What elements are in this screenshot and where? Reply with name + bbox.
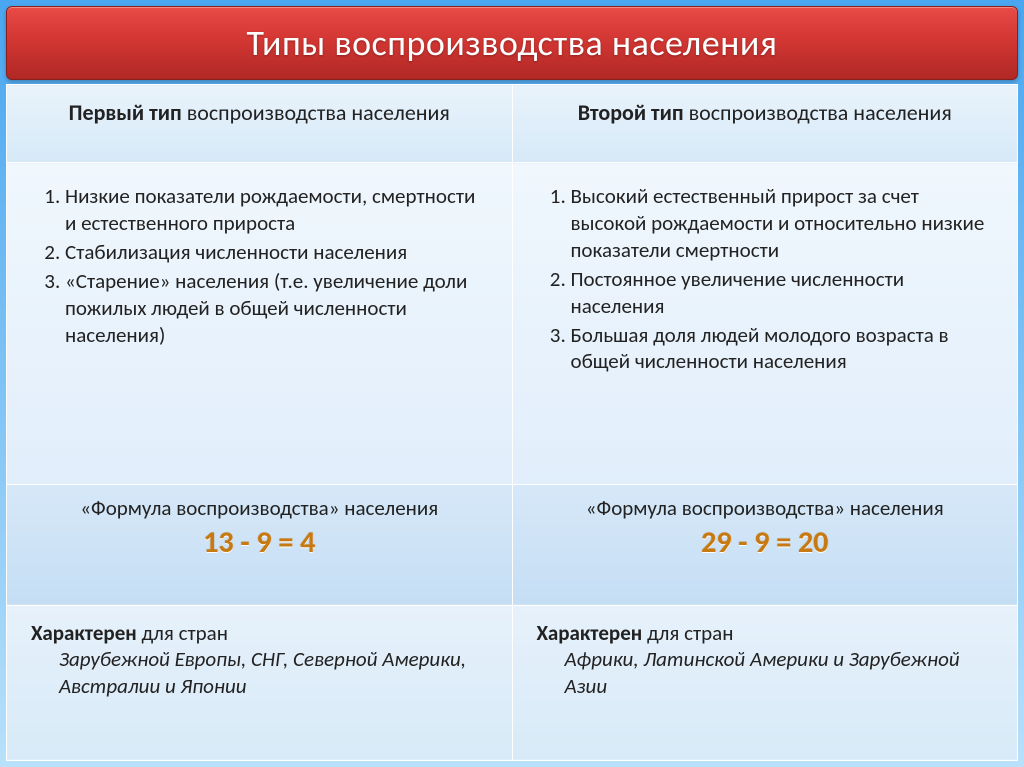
list-item: «Старение» населения (т.е. увеличение до… [65, 268, 488, 349]
list-item: Постоянное увеличение численности населе… [571, 266, 994, 320]
comparison-table: Первый тип воспроизводства населения Вто… [6, 84, 1018, 761]
col1-header-rest: воспроизводства населения [182, 99, 450, 126]
col2-header-rest: воспроизводства населения [684, 99, 952, 126]
col1-formula-label: «Формула воспроизводства» населения [27, 495, 492, 522]
col2-region-lead: Характерен [537, 620, 643, 646]
formula-row: «Формула воспроизводства» населения 13 -… [7, 484, 1018, 605]
list-item: Стабилизация численности населения [65, 239, 488, 266]
col1-formula-equation: 13 - 9 = 4 [27, 524, 492, 562]
col1-formula-cell: «Формула воспроизводства» населения 13 -… [7, 484, 513, 605]
col1-features-list: Низкие показатели рождаемости, смертност… [31, 183, 488, 348]
list-item: Большая доля людей молодого возраста в о… [571, 322, 994, 376]
col1-region-cell: Характерен для стран Зарубежной Европы, … [7, 605, 513, 760]
col2-header-cell: Второй тип воспроизводства населения [512, 85, 1018, 163]
col2-header-strong: Второй тип [578, 99, 684, 126]
col2-features-list: Высокий естественный прирост за счет выс… [537, 183, 994, 375]
list-item: Низкие показатели рождаемости, смертност… [65, 183, 488, 237]
col1-header-strong: Первый тип [69, 99, 182, 126]
col1-region-lead: Характерен [31, 620, 137, 646]
col1-features-cell: Низкие показатели рождаемости, смертност… [7, 163, 513, 485]
slide-container: Типы воспроизводства населения Первый ти… [0, 0, 1024, 767]
features-row: Низкие показатели рождаемости, смертност… [7, 163, 1018, 485]
region-row: Характерен для стран Зарубежной Европы, … [7, 605, 1018, 760]
col2-region-cell: Характерен для стран Африки, Латинской А… [512, 605, 1018, 760]
col2-features-cell: Высокий естественный прирост за счет выс… [512, 163, 1018, 485]
col2-region-rest: для стран [642, 620, 733, 646]
table-header-row: Первый тип воспроизводства населения Вто… [7, 85, 1018, 163]
slide-title: Типы воспроизводства населения [27, 21, 997, 65]
col2-formula-label: «Формула воспроизводства» населения [533, 495, 998, 522]
col2-formula-equation: 29 - 9 = 20 [533, 524, 998, 562]
list-item: Высокий естественный прирост за счет выс… [571, 183, 994, 264]
col2-formula-cell: «Формула воспроизводства» населения 29 -… [512, 484, 1018, 605]
col2-region-list: Африки, Латинской Америки и Зарубежной А… [537, 646, 994, 700]
col1-region-list: Зарубежной Европы, СНГ, Северной Америки… [31, 646, 488, 700]
col1-region-rest: для стран [137, 620, 228, 646]
col1-header-cell: Первый тип воспроизводства населения [7, 85, 513, 163]
slide-title-bar: Типы воспроизводства населения [6, 6, 1018, 80]
